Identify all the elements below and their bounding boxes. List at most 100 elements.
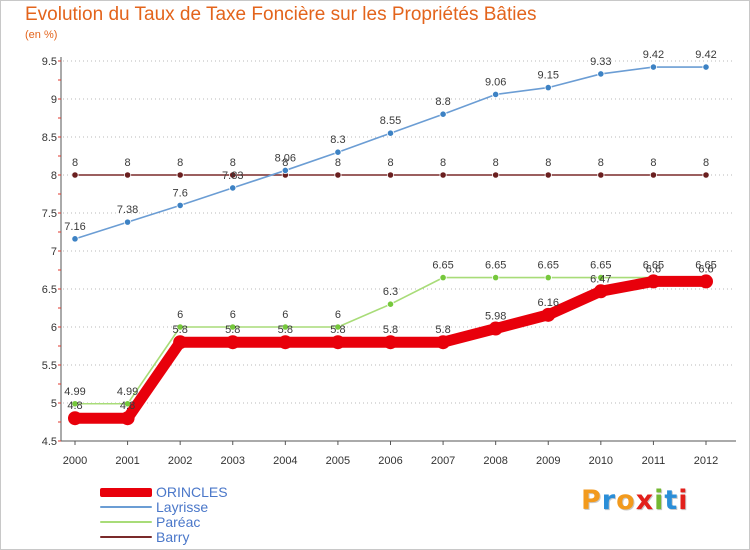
- data-point-orincles-2000: [68, 411, 82, 426]
- data-label-barry-2012: 8: [703, 157, 709, 169]
- data-point-orincles-2004: [278, 335, 293, 350]
- data-point-barry-2006: [386, 171, 395, 179]
- data-label-barry-2006: 8: [387, 157, 393, 169]
- data-label-barry-2003: 8: [230, 157, 236, 169]
- y-tick-label-8-5: 8.5: [42, 132, 57, 144]
- data-point-layrisse-2004: [281, 166, 289, 175]
- data-point-pareac-2010: [597, 273, 605, 282]
- x-tick-label-2010: 2010: [589, 455, 613, 467]
- data-label-orincles-2001: 4.8: [120, 400, 135, 412]
- data-label-pareac-2010: 6.65: [590, 260, 611, 272]
- y-tick-label-6-5: 6.5: [42, 284, 57, 296]
- x-tick-label-2008: 2008: [483, 455, 507, 467]
- data-point-layrisse-2001: [123, 218, 132, 226]
- data-label-barry-2008: 8: [493, 157, 499, 169]
- data-label-layrisse-2004: 8.06: [275, 152, 296, 164]
- data-point-orincles-2006: [383, 335, 398, 350]
- data-label-pareac-2008: 6.65: [485, 260, 506, 272]
- data-label-orincles-2009: 6.16: [538, 297, 559, 309]
- y-tick-label-7: 7: [51, 246, 57, 258]
- y-tick-label-4-5: 4.5: [42, 436, 57, 448]
- data-point-layrisse-2012: [702, 63, 710, 71]
- x-tick-label-2007: 2007: [431, 455, 455, 467]
- logo-letter: x: [635, 485, 655, 516]
- y-tick-label-9-5: 9.5: [42, 56, 57, 68]
- data-point-layrisse-2010: [597, 70, 605, 78]
- data-label-orincles-2005: 5.8: [330, 324, 345, 336]
- data-label-pareac-2007: 6.65: [432, 260, 453, 272]
- data-label-pareac-2006: 6.3: [383, 286, 398, 298]
- data-label-orincles-2007: 5.8: [435, 324, 450, 336]
- data-label-barry-2005: 8: [335, 157, 341, 169]
- data-label-layrisse-2011: 9.42: [643, 49, 664, 61]
- data-label-pareac-2012: 6.65: [695, 260, 716, 272]
- data-label-pareac-2002: 6: [177, 309, 183, 321]
- data-label-layrisse-2003: 7.83: [222, 170, 243, 182]
- legend-label-orincles: ORINCLES: [156, 484, 228, 500]
- data-label-layrisse-2012: 9.42: [695, 49, 716, 61]
- logo-letter: i: [654, 485, 665, 516]
- data-point-orincles-2009: [541, 307, 556, 322]
- data-point-orincles-2007: [436, 335, 451, 350]
- data-label-layrisse-2002: 7.6: [173, 187, 188, 199]
- data-point-layrisse-2011: [649, 63, 658, 71]
- data-label-barry-2009: 8: [545, 157, 551, 169]
- data-label-barry-2010: 8: [598, 157, 604, 169]
- data-label-orincles-2002: 5.8: [173, 324, 188, 336]
- data-label-barry-2000: 8: [72, 157, 78, 169]
- data-label-barry-2004: 8: [282, 157, 288, 169]
- y-tick-label-9: 9: [51, 94, 57, 106]
- data-label-layrisse-2010: 9.33: [590, 56, 611, 68]
- legend-swatch-orincles: [100, 487, 152, 497]
- data-point-orincles-2008: [488, 321, 503, 336]
- logo-letter: r: [601, 485, 617, 516]
- series-orincles: 4.8 4.85.8 5.8 5.8 5.8 5.8 5.85.986.166.476.6 6…: [67, 263, 714, 426]
- data-point-pareac-2008: [492, 273, 500, 282]
- data-point-pareac-2005: [334, 323, 342, 331]
- data-label-layrisse-2000: 7.16: [64, 221, 85, 233]
- data-label-pareac-2004: 6: [282, 309, 288, 321]
- x-tick-label-2009: 2009: [536, 455, 560, 467]
- data-point-orincles-2003: [225, 335, 240, 350]
- series-pareac: 4.99 4.99 6 6 6 6 6.3 6.65 6.65 6.65 6.65 6.65 6.65: [64, 260, 717, 408]
- data-point-barry-2007: [439, 171, 447, 179]
- data-point-layrisse-2000: [71, 235, 79, 243]
- data-point-pareac-2007: [439, 273, 447, 282]
- data-label-layrisse-2008: 9.06: [485, 76, 506, 88]
- data-point-orincles-2011: [646, 274, 661, 289]
- data-point-barry-2003: [229, 171, 237, 179]
- data-label-pareac-2001: 4.99: [117, 386, 138, 398]
- logo-letter: t: [664, 485, 679, 516]
- x-tick-label-2000: 2000: [63, 455, 87, 467]
- x-tick-label-2006: 2006: [378, 455, 402, 467]
- data-point-layrisse-2006: [386, 129, 395, 137]
- data-point-pareac-2001: [123, 400, 132, 408]
- data-point-layrisse-2005: [334, 148, 342, 156]
- x-tick-label-2011: 2011: [642, 455, 666, 467]
- x-tick-label-2005: 2005: [326, 455, 350, 467]
- data-point-layrisse-2007: [439, 110, 447, 118]
- data-label-orincles-2003: 5.8: [225, 324, 240, 336]
- logo-letter: i: [678, 485, 689, 516]
- data-label-layrisse-2001: 7.38: [117, 204, 138, 216]
- y-tick-label-5: 5: [51, 398, 57, 410]
- data-label-pareac-2003: 6: [230, 309, 236, 321]
- data-label-orincles-2010: 6.47: [590, 273, 611, 285]
- legend-swatch-layrisse: [100, 506, 152, 508]
- y-tick-label-8: 8: [51, 170, 57, 182]
- data-label-layrisse-2006: 8.55: [380, 115, 401, 127]
- data-point-barry-2005: [334, 171, 342, 179]
- data-point-layrisse-2002: [176, 201, 184, 209]
- logo-letter: o: [616, 485, 636, 516]
- data-point-barry-2002: [176, 171, 184, 179]
- data-label-orincles-2004: 5.8: [278, 324, 293, 336]
- data-point-layrisse-2008: [492, 90, 500, 99]
- data-point-barry-2000: [71, 171, 79, 179]
- data-point-orincles-2005: [330, 335, 345, 350]
- data-label-layrisse-2009: 9.15: [538, 70, 559, 82]
- data-label-layrisse-2007: 8.8: [435, 96, 450, 108]
- x-tick-label-2004: 2004: [273, 455, 297, 467]
- data-point-pareac-2002: [176, 323, 184, 331]
- data-point-barry-2001: [123, 171, 132, 179]
